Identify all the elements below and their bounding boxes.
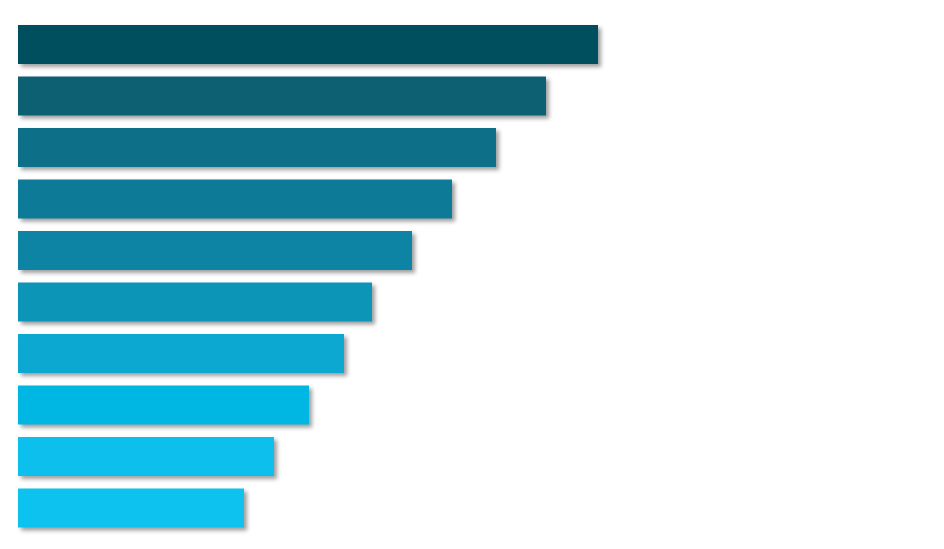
bar-4 bbox=[18, 179, 452, 219]
bar-3 bbox=[18, 128, 496, 167]
bar-5 bbox=[18, 231, 412, 270]
bar-8 bbox=[18, 385, 309, 425]
bar-6 bbox=[18, 282, 372, 322]
bar-7 bbox=[18, 334, 344, 373]
bars-group bbox=[18, 25, 598, 528]
bar-10 bbox=[18, 488, 244, 528]
bar-1 bbox=[18, 25, 598, 64]
bar-2 bbox=[18, 76, 546, 116]
bar-9 bbox=[18, 437, 274, 476]
